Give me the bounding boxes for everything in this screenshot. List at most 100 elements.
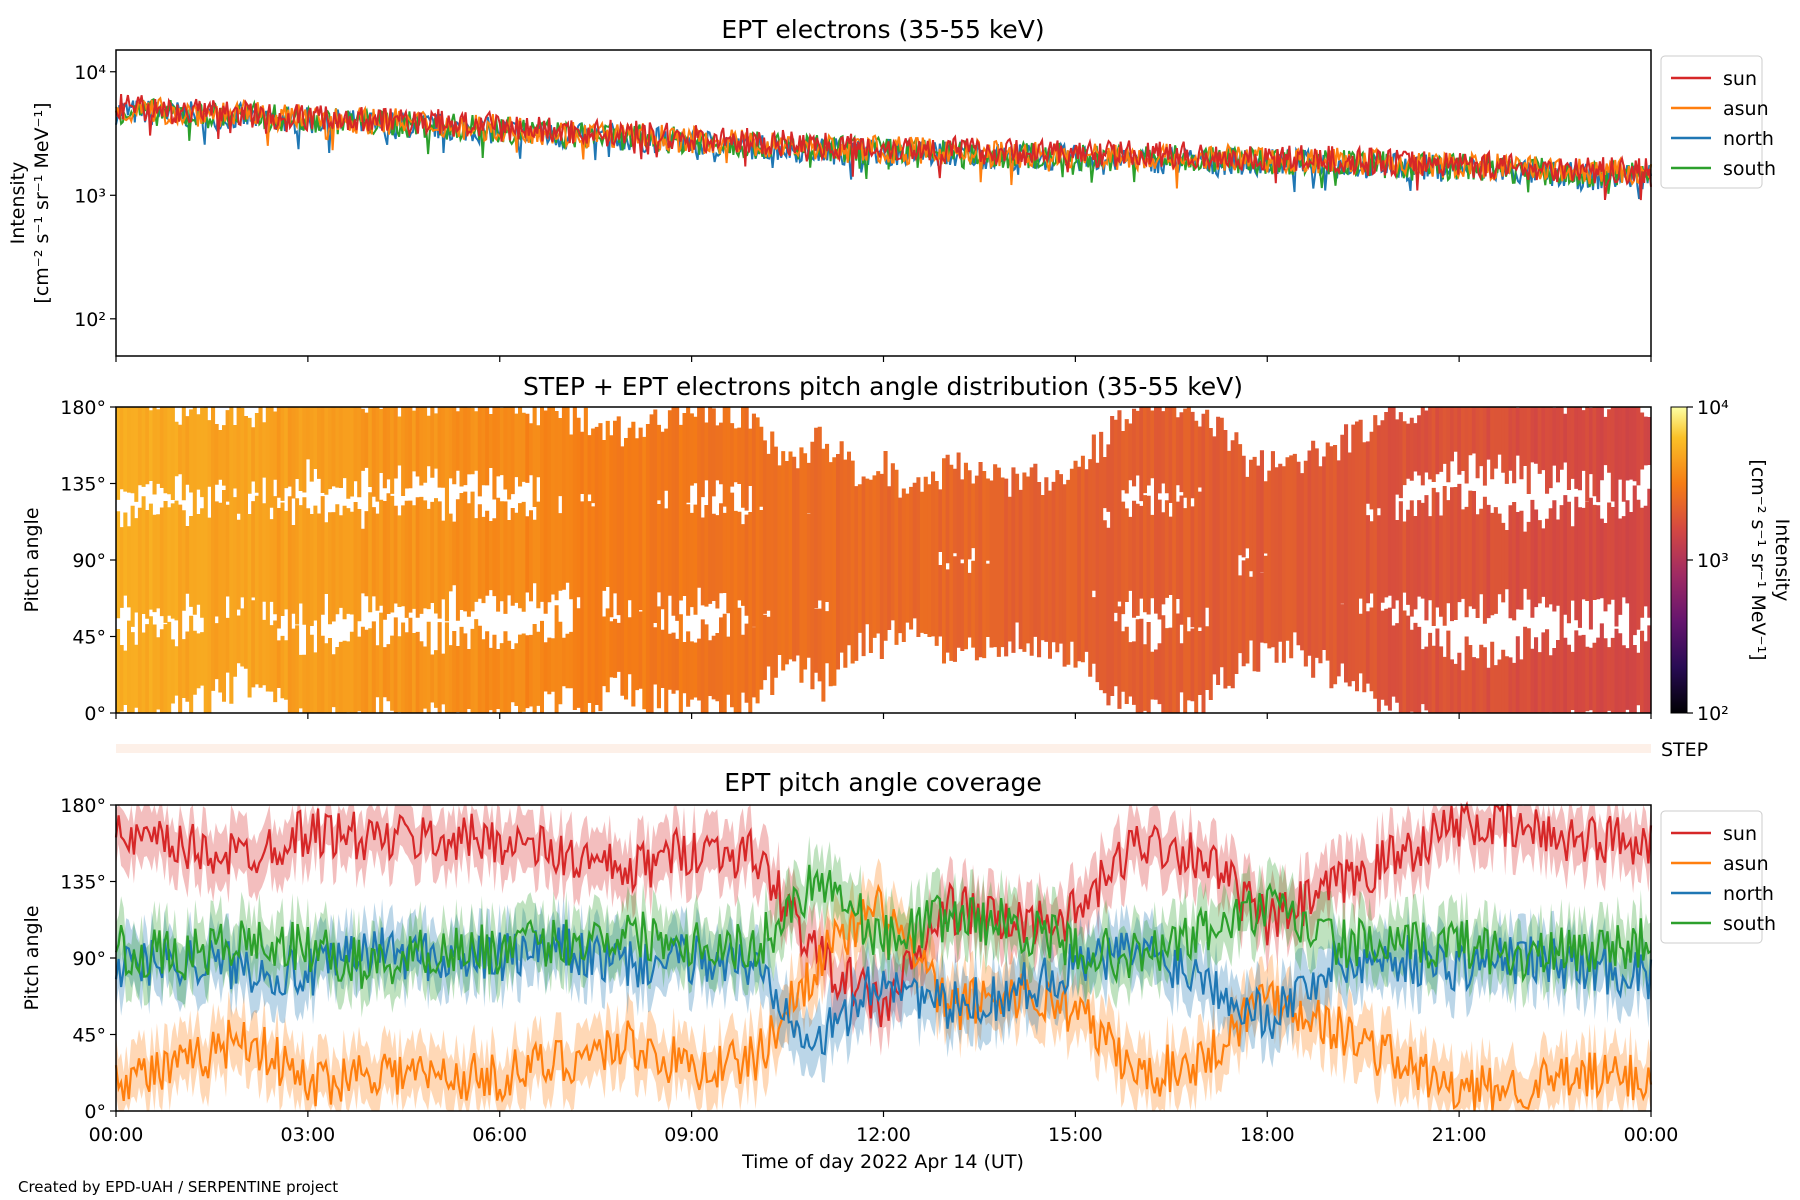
pad-heatmap-column — [1530, 407, 1535, 713]
pad-heatmap-column — [488, 414, 493, 711]
pad-heatmap-column — [616, 416, 621, 672]
pad-heatmap-column — [1245, 476, 1250, 664]
panel3-xticks: 00:00 03:00 06:00 09:00 12:00 15:00 18:00 21:00… — [89, 1111, 1678, 1146]
colorbar-tick-label: 10² — [1697, 703, 1729, 725]
pad-heatmap-column — [1468, 407, 1473, 713]
panel2-ytick-label: 90° — [72, 550, 106, 572]
intensity-panel: EPT electrons (35-55 keV) 10² 10³ 10⁴ Inte… — [7, 15, 1776, 362]
pad-heatmap-column — [408, 407, 413, 713]
pad-heatmap-column — [1497, 407, 1502, 713]
pad-heatmap-column — [609, 435, 614, 678]
panel1-legend: sun asun north south — [1660, 55, 1776, 189]
pad-heatmap-column — [1044, 477, 1049, 642]
pad-heatmap-column — [1004, 478, 1009, 657]
pad-heatmap-column — [1128, 423, 1133, 697]
pad-heatmap-column — [949, 464, 954, 661]
pad-heatmap-column — [923, 476, 928, 634]
pad-heatmap-column — [247, 417, 252, 698]
pad-heatmap-column — [1157, 407, 1162, 705]
pad-heatmap-column — [1175, 417, 1180, 713]
pad-heatmap-column — [1223, 430, 1228, 689]
pad-heatmap-column — [839, 441, 844, 653]
pad-heatmap-column — [865, 478, 870, 625]
pad-heatmap-column — [452, 407, 457, 713]
pad-heatmap-column — [1205, 409, 1210, 690]
pad-heatmap-column — [942, 458, 946, 664]
panel1-ytick-label: 10² — [74, 309, 106, 331]
pad-heatmap-column — [671, 407, 676, 694]
pad-heatmap-column — [916, 477, 921, 637]
pad-heatmap-column — [1344, 424, 1349, 683]
pad-heatmap-column — [1058, 474, 1063, 644]
step-label: STEP — [1661, 739, 1708, 761]
pad-heatmap-column — [1435, 407, 1440, 713]
pad-heatmap-column — [1124, 419, 1129, 704]
pad-heatmap-column — [1640, 412, 1645, 713]
pad-heatmap-column — [1099, 431, 1104, 691]
pad-heatmap-column — [196, 414, 201, 689]
pad-heatmap-column — [1610, 407, 1615, 713]
pad-heatmap-column — [134, 407, 139, 708]
pad-heatmap-column — [1303, 460, 1308, 667]
colorbar-tick-label: 10⁴ — [1697, 397, 1729, 419]
pad-heatmap-column — [302, 407, 307, 713]
coverage-lines — [114, 800, 1653, 1112]
pad-heatmap-column — [554, 411, 559, 713]
pad-heatmap-column — [1588, 407, 1593, 711]
pad-heatmap-column — [1629, 407, 1634, 713]
pad-heatmap-column — [1355, 421, 1359, 692]
pad-heatmap-column — [1121, 431, 1126, 692]
pad-heatmap-column — [189, 409, 194, 713]
legend-label-sun: sun — [1723, 823, 1757, 845]
xtick-label: 03:00 — [280, 1124, 335, 1146]
legend-label-asun: asun — [1723, 98, 1769, 120]
xtick-label: 18:00 — [1240, 1124, 1295, 1146]
pad-heatmap-column — [1607, 409, 1612, 711]
pad-heatmap-column — [174, 421, 179, 696]
pad-heatmap-column — [529, 423, 533, 707]
pad-heatmap-column — [770, 431, 775, 695]
pad-heatmap-column — [1387, 407, 1392, 711]
pad-heatmap-column — [141, 407, 146, 713]
pad-heatmap-column — [1453, 407, 1458, 713]
panel3-ytick-label: 45° — [72, 1025, 106, 1047]
pad-heatmap-column — [1380, 420, 1385, 700]
pad-heatmap-column — [287, 407, 292, 713]
pad-heatmap-column — [861, 476, 866, 657]
pad-heatmap-column — [1395, 419, 1400, 703]
pad-heatmap-column — [423, 407, 428, 709]
pad-heatmap-column — [317, 407, 322, 713]
pad-heatmap-column — [700, 407, 705, 713]
pad-heatmap-column — [1428, 407, 1433, 713]
legend-box — [1660, 810, 1763, 944]
pad-heatmap-column — [390, 407, 395, 711]
pad-heatmap-column — [1340, 434, 1345, 664]
pad-heatmap-column — [1132, 408, 1137, 705]
pad-heatmap-column — [868, 479, 873, 653]
pad-heatmap-column — [1548, 407, 1553, 713]
pad-heatmap-column — [1197, 426, 1202, 695]
pad-heatmap-column — [1296, 461, 1301, 646]
pad-heatmap-column — [1314, 448, 1319, 658]
pad-heatmap-column — [1515, 407, 1520, 713]
pad-heatmap-column — [309, 407, 314, 713]
pad-heatmap-column — [1391, 407, 1396, 697]
pad-heatmap-column — [1139, 407, 1144, 713]
pad-heatmap-column — [1420, 407, 1425, 705]
pad-heatmap-column — [375, 407, 380, 698]
pad-heatmap-column — [1365, 441, 1370, 684]
pad-heatmap-column — [342, 407, 347, 713]
panel1-xticks — [115, 356, 1652, 362]
pad-heatmap-column — [737, 427, 742, 713]
pad-heatmap-column — [1504, 407, 1509, 713]
pad-heatmap-column — [938, 489, 943, 637]
pad-heatmap-column — [258, 407, 263, 688]
pad-heatmap-column — [1143, 407, 1147, 711]
pad-heatmap-column — [627, 427, 632, 675]
pad-heatmap-column — [1537, 407, 1542, 713]
pad-heatmap-column — [1113, 419, 1118, 687]
pad-heatmap-column — [371, 407, 376, 713]
pad-heatmap-column — [236, 407, 241, 664]
pad-heatmap-column — [927, 484, 932, 637]
pad-heatmap-column — [441, 407, 446, 705]
